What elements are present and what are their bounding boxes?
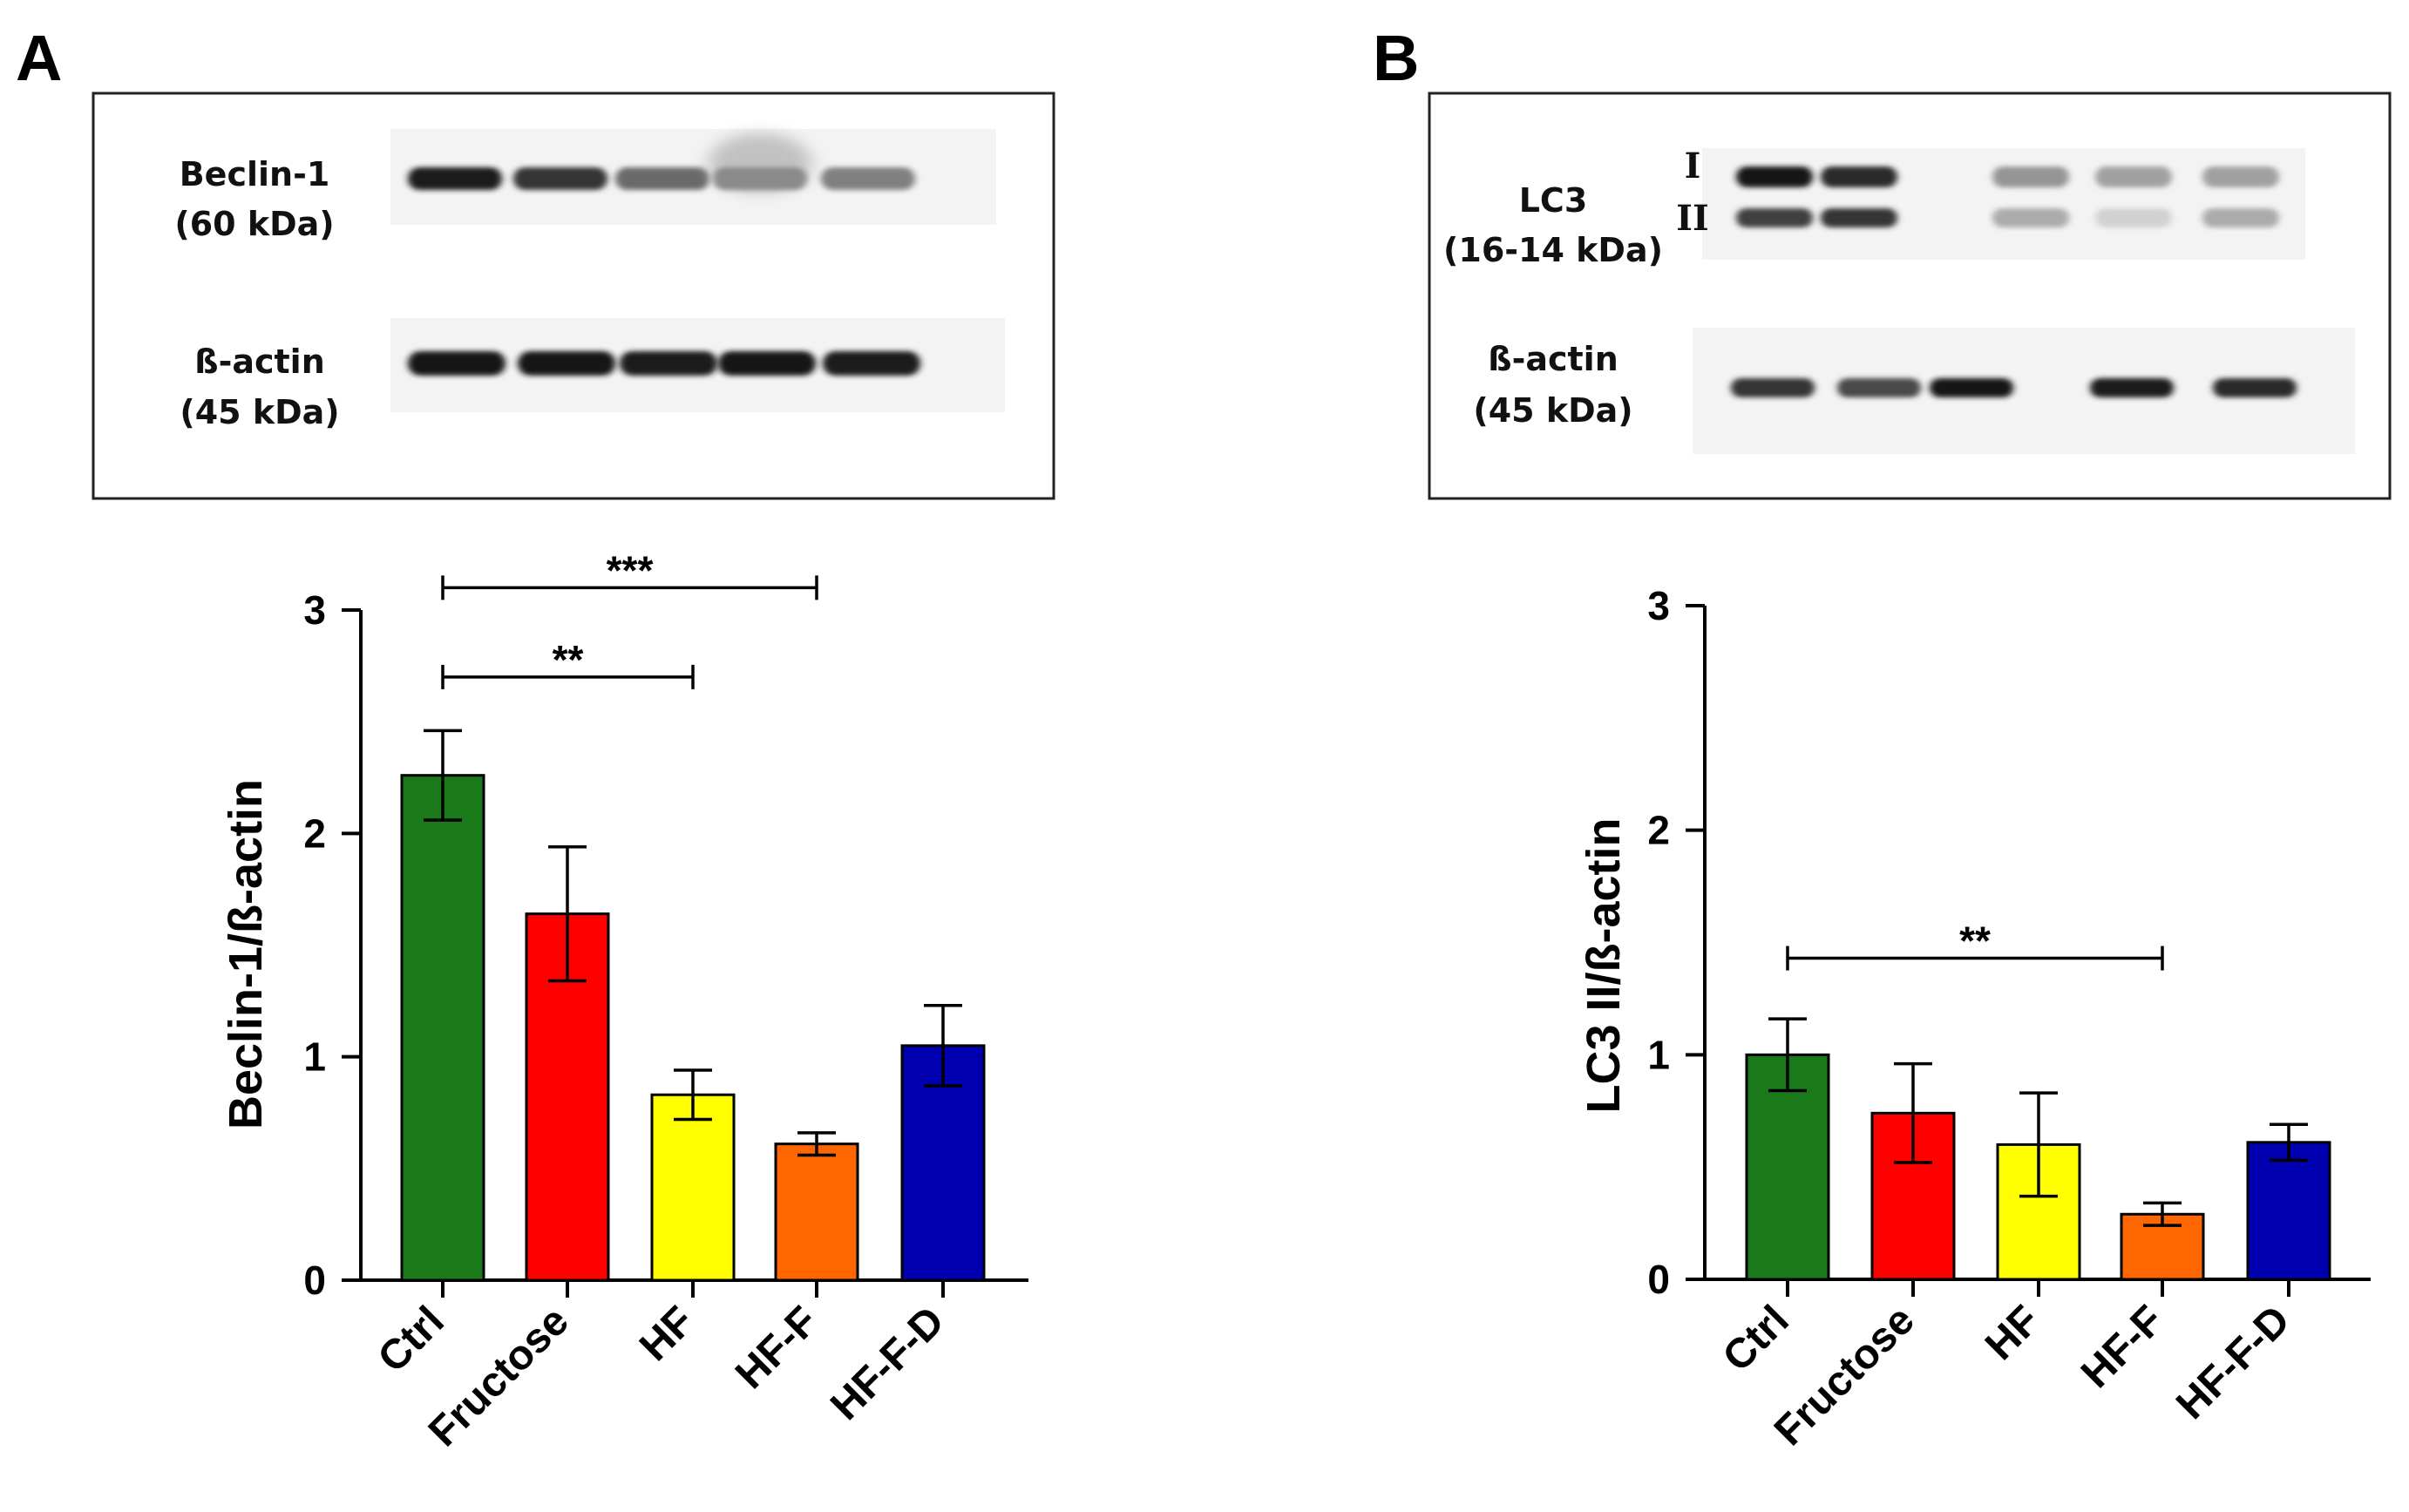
actin-a-band-5 [823,351,920,376]
blot-b: LC3 (16-14 kDa) I II ß-actin (45 kDa) [1428,92,2392,500]
beclin-band-2 [513,167,607,190]
chart-b-errorbar-hf-f [2143,1201,2182,1227]
beclin-band-4 [713,167,807,190]
lc3-ii-band-2 [1821,208,1897,227]
blot-label-actin-a-kda: (45 kDa) [180,393,339,431]
beclin-band-3 [615,167,709,190]
blot-label-actin-a: ß-actin [194,342,325,381]
blot-b-bands [1731,166,2297,397]
lc3-i-band-1 [1736,166,1813,187]
chart-b-errorbar-hf [2019,1091,2058,1198]
lc3-ii-band-3 [1992,208,2069,227]
blot-label-lc3: LC3 [1519,181,1588,220]
chart-b-category-label-hf-f-d: HF-F-D [2168,1297,2299,1428]
lc3-ii-band-1 [1736,208,1813,227]
blot-a: Beclin-1 (60 kDa) ß-actin (45 kDa) [92,92,1055,500]
panel-a: A Beclin-1 (60 kDa) ß-actin (45 kDa) 0 1 2… [16,22,1055,1455]
chart-a-sig-label: *** [607,547,654,593]
blot-a-bands [408,133,920,376]
chart-b-significance-1: ** [1786,919,2164,971]
chart-a-errorbar-hf-f [797,1131,836,1157]
chart-a-bar-ctrl [400,774,485,1282]
beclin-band-1 [408,167,502,190]
chart-a-errorbar-fructose [548,844,587,983]
actin-b-band-1 [1731,378,1815,397]
chart-a-errorbar-ctrl [424,729,462,822]
chart-b-errorbar-hf-f-d [2270,1122,2308,1163]
blot-label-lc3-kda: (16-14 kDa) [1443,231,1663,269]
chart-b-ytick-label-1: 1 [1647,1032,1670,1077]
blot-label-band-ii: II [1676,198,1708,239]
chart-b-ytick-label-0: 0 [1647,1257,1670,1302]
chart-a-bar-hf-f [774,1142,859,1282]
lc3-ii-band-4 [2095,208,2172,227]
chart-b-ytick-label-3: 3 [1647,583,1670,628]
chart-b-ytick-label-2: 2 [1647,808,1670,853]
actin-a-band-3 [620,351,717,376]
chart-a-bar-hf [650,1093,736,1282]
chart-b-errorbar-ctrl [1768,1017,1807,1093]
blot-label-beclin-kda: (60 kDa) [174,205,334,243]
blot-label-band-i: I [1685,146,1701,186]
chart-a-errorbar-hf-f-d [924,1003,962,1088]
blot-b-strip-lc3 [1702,148,2305,260]
chart-a-ylabel: Beclin-1/ß-actin [220,779,272,1129]
actin-b-band-2 [1837,378,1921,397]
chart-b-category-label-fructose: Fructose [1766,1297,1924,1454]
chart-a-category-label-hf: HF [631,1298,703,1370]
panel-b: B LC3 (16-14 kDa) I II ß-actin (45 kDa) … [1373,22,2392,1454]
blot-label-actin-b-kda: (45 kDa) [1473,391,1632,430]
chart-a-errorbar-hf [674,1068,712,1122]
blot-label-actin-b: ß-actin [1488,340,1618,378]
panel-letter-b: B [1373,22,1419,94]
chart-b-category-label-hf-f: HF-F [2073,1297,2173,1397]
chart-a-ytick-label-3: 3 [303,587,326,633]
chart-b-category-label-ctrl: Ctrl [1714,1297,1798,1380]
actin-b-band-3 [1930,378,2013,397]
actin-b-band-5 [2213,378,2297,397]
lc3-i-band-3 [1992,166,2069,187]
chart-a-category-label-hf-f: HF-F [727,1298,827,1398]
chart-a-significance-2: ** [441,637,695,689]
lc3-i-band-5 [2202,166,2279,187]
beclin-band-5 [821,167,915,190]
chart-a-category-label-ctrl: Ctrl [370,1298,453,1381]
actin-a-band-2 [518,351,615,376]
actin-b-band-4 [2090,378,2174,397]
chart-b-category-label-hf: HF [1977,1297,2049,1369]
blot-label-beclin: Beclin-1 [180,155,330,193]
chart-a-ytick-label-2: 2 [303,810,326,856]
chart-b-sig-label: ** [1959,919,1991,964]
chart-a-significance-1: *** [441,547,818,600]
lc3-ii-band-5 [2202,208,2279,227]
chart-b-bar-hf-f-d [2246,1141,2331,1281]
chart-b-ylabel: LC3 II/ß-actin [1578,817,1630,1113]
lc3-i-band-4 [2095,166,2172,187]
chart-a-category-label-hf-f-d: HF-F-D [822,1298,953,1429]
actin-a-band-4 [718,351,816,376]
lc3-i-band-2 [1821,166,1897,187]
chart-a-sig-label: ** [553,637,584,682]
chart-a-ytick-label-0: 0 [303,1258,326,1303]
chart-a-ytick-label-1: 1 [303,1034,326,1080]
chart-b-errorbar-fructose [1894,1061,1932,1164]
panel-letter-a: A [16,22,62,94]
actin-a-band-1 [408,351,506,376]
